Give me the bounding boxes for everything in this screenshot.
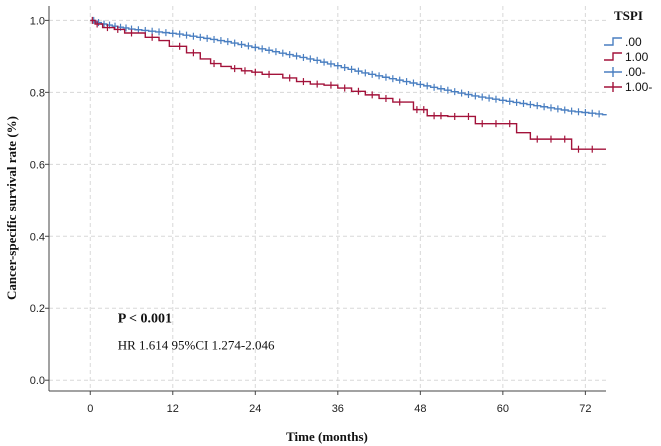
legend-label: .00- xyxy=(625,65,646,79)
annotations: P < 0.001 HR 1.614 95%CI 1.274-2.046 xyxy=(118,312,275,353)
legend-entry: .00- xyxy=(604,65,646,79)
legend-label: 1.00- xyxy=(625,80,652,94)
x-tick-label: 12 xyxy=(167,403,179,415)
legend-step-swatch xyxy=(604,52,622,61)
y-tick-label: 0.4 xyxy=(30,231,45,243)
legend-step-swatch xyxy=(604,37,622,46)
series-layer xyxy=(90,16,607,153)
legend: TSPI .001.00.00-1.00- xyxy=(604,8,652,94)
series-1 xyxy=(90,16,606,153)
legend-entry: 1.00 xyxy=(604,50,649,64)
survival-curve-0 xyxy=(90,19,607,116)
y-tick-label: 0.6 xyxy=(30,159,45,171)
annotation-0: P < 0.001 xyxy=(118,312,172,327)
y-tick-label: 0.2 xyxy=(30,303,45,315)
x-axis-title: Time (months) xyxy=(286,429,368,444)
y-tick-label: 0.8 xyxy=(30,87,45,99)
legend-title: TSPI xyxy=(614,8,643,23)
series-0 xyxy=(90,16,607,118)
survival-curve-1 xyxy=(90,19,606,150)
legend-label: .00 xyxy=(625,35,642,49)
x-axis-ticks: 0 12 24 36 48 60 72 xyxy=(87,391,591,415)
axes xyxy=(48,6,606,392)
legend-entry: .00 xyxy=(604,35,642,49)
y-axis-ticks: 0.0 0.2 0.4 0.6 0.8 1.0 xyxy=(30,15,49,387)
x-tick-label: 36 xyxy=(332,403,344,415)
y-tick-label: 1.0 xyxy=(30,15,45,27)
x-tick-label: 72 xyxy=(579,403,591,415)
annotation-1: HR 1.614 95%CI 1.274-2.046 xyxy=(118,338,275,353)
x-tick-label: 24 xyxy=(249,403,261,415)
grid-lines xyxy=(49,6,606,391)
y-tick-label: 0.0 xyxy=(30,375,45,387)
legend-label: 1.00 xyxy=(625,50,649,64)
x-tick-label: 60 xyxy=(497,403,509,415)
y-axis-title: Cancer-specific survival rate (%) xyxy=(4,116,19,300)
legend-entry: 1.00- xyxy=(604,80,652,94)
x-tick-label: 0 xyxy=(87,403,93,415)
x-tick-label: 48 xyxy=(414,403,426,415)
